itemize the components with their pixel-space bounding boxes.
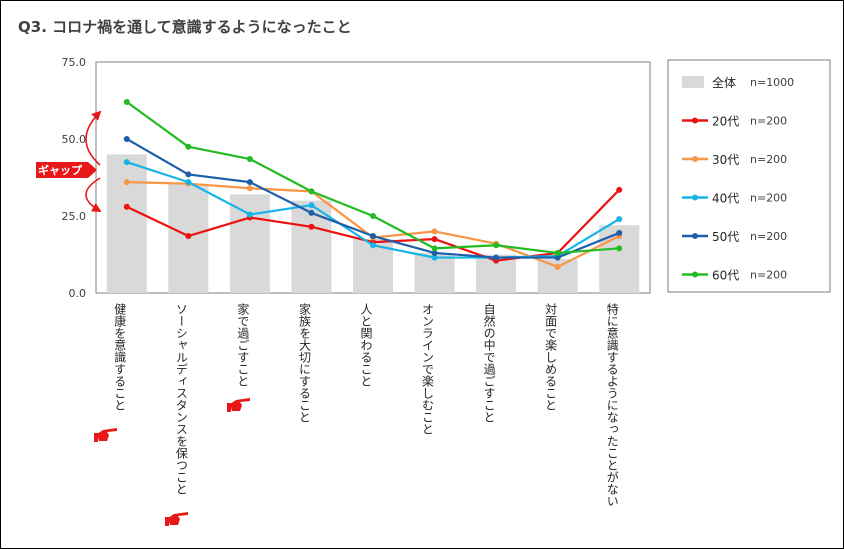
- pointing-hand-icon: [165, 512, 188, 526]
- hand-cuff: [227, 403, 231, 412]
- series-point: [246, 185, 253, 192]
- legend-n: n=200: [750, 230, 787, 243]
- legend-point: [692, 271, 698, 278]
- series-point: [246, 211, 253, 218]
- category-label: 自然の中で過ごすこと: [482, 303, 496, 423]
- y-tick-label: 50.0: [62, 133, 87, 146]
- legend-label-overall: 全体: [712, 75, 736, 90]
- legend-n-overall: n=1000: [750, 76, 794, 89]
- series-point: [246, 156, 253, 163]
- hand-shape: [230, 398, 250, 411]
- series-point: [308, 209, 315, 216]
- series-point: [431, 249, 438, 256]
- legend-point: [692, 117, 698, 124]
- bar-overall: [229, 194, 270, 293]
- pointing-hand-icon: [227, 398, 250, 412]
- pointing-hand-icon: [94, 428, 117, 442]
- series-point: [185, 179, 192, 186]
- series-point: [431, 236, 438, 243]
- legend-n: n=200: [750, 192, 787, 205]
- category-label: 特に意識するようになったことがない: [605, 302, 619, 507]
- hand-shape: [168, 512, 188, 525]
- series-point: [123, 136, 130, 142]
- legend-n: n=200: [750, 115, 787, 128]
- series-point: [370, 213, 376, 219]
- bar-overall: [291, 200, 332, 293]
- category-label: 家で過ごすこと: [236, 302, 250, 387]
- series-point: [185, 171, 192, 178]
- category-label: 家族を大切にすること: [297, 302, 311, 423]
- series-point: [185, 143, 192, 150]
- gap-label: ギャップ: [38, 163, 83, 177]
- series-point: [431, 228, 438, 235]
- legend-label: 60代: [712, 269, 739, 283]
- category-label: 健康を意識すること: [113, 303, 127, 411]
- series-point: [493, 242, 500, 249]
- series-point: [616, 229, 623, 236]
- series-point: [554, 249, 561, 256]
- series-point: [123, 159, 130, 166]
- series-point: [123, 179, 130, 186]
- legend-n: n=200: [750, 153, 787, 166]
- legend-swatch-overall: [682, 76, 704, 88]
- series-point: [308, 188, 315, 195]
- y-tick-label: 0.0: [69, 287, 87, 300]
- series-point: [431, 245, 438, 252]
- legend-label: 20代: [712, 115, 739, 129]
- series-point: [616, 245, 623, 252]
- series-point: [308, 202, 315, 209]
- series-point: [493, 254, 500, 261]
- series-point: [370, 233, 376, 240]
- legend: 全体 n=1000 20代 n=200 30代 n=200 40代 n=200 50代 n=200…: [667, 59, 831, 293]
- category-label: ソーシャルディスタンスを保つこと: [174, 303, 188, 495]
- gap-arrow-up: [85, 110, 102, 166]
- series-point: [123, 203, 130, 210]
- gap-annotation: ギャップ: [36, 110, 250, 526]
- plot-area: 0.0 25.0 50.0 75.0 健康を意識すること ソーシャルディスタンスを保つこと…: [62, 56, 651, 507]
- y-tick-label: 75.0: [62, 56, 87, 69]
- legend-box: [667, 59, 831, 293]
- gap-label-box: [36, 162, 97, 178]
- category-label: 人と関わること: [359, 303, 373, 387]
- series-point: [554, 263, 561, 270]
- series-point: [554, 254, 561, 261]
- y-tick-label: 25.0: [62, 210, 87, 223]
- legend-point: [692, 194, 698, 201]
- hand-shape: [97, 428, 117, 441]
- legend-label: 40代: [712, 192, 739, 206]
- chart-title: Q3. コロナ禍を通して意識するようになったこと: [18, 18, 352, 36]
- series-point: [246, 179, 253, 186]
- series-point: [123, 99, 130, 106]
- series-point: [185, 233, 192, 240]
- legend-label: 50代: [712, 230, 739, 244]
- hand-cuff: [165, 517, 169, 526]
- hand-cuff: [94, 433, 98, 442]
- series-point: [616, 186, 623, 193]
- legend-n: n=200: [750, 269, 787, 282]
- legend-point: [692, 156, 698, 162]
- series-point: [308, 223, 315, 230]
- series-point: [431, 254, 438, 261]
- bar-overall: [106, 154, 147, 293]
- legend-point: [692, 233, 698, 239]
- category-label: オンラインで楽しむこと: [421, 303, 435, 435]
- gap-arrow-down: [85, 177, 102, 212]
- series-point: [370, 242, 376, 249]
- category-label: 対面で楽しめること: [544, 303, 558, 411]
- series-point: [616, 216, 623, 223]
- legend-label: 30代: [712, 153, 739, 167]
